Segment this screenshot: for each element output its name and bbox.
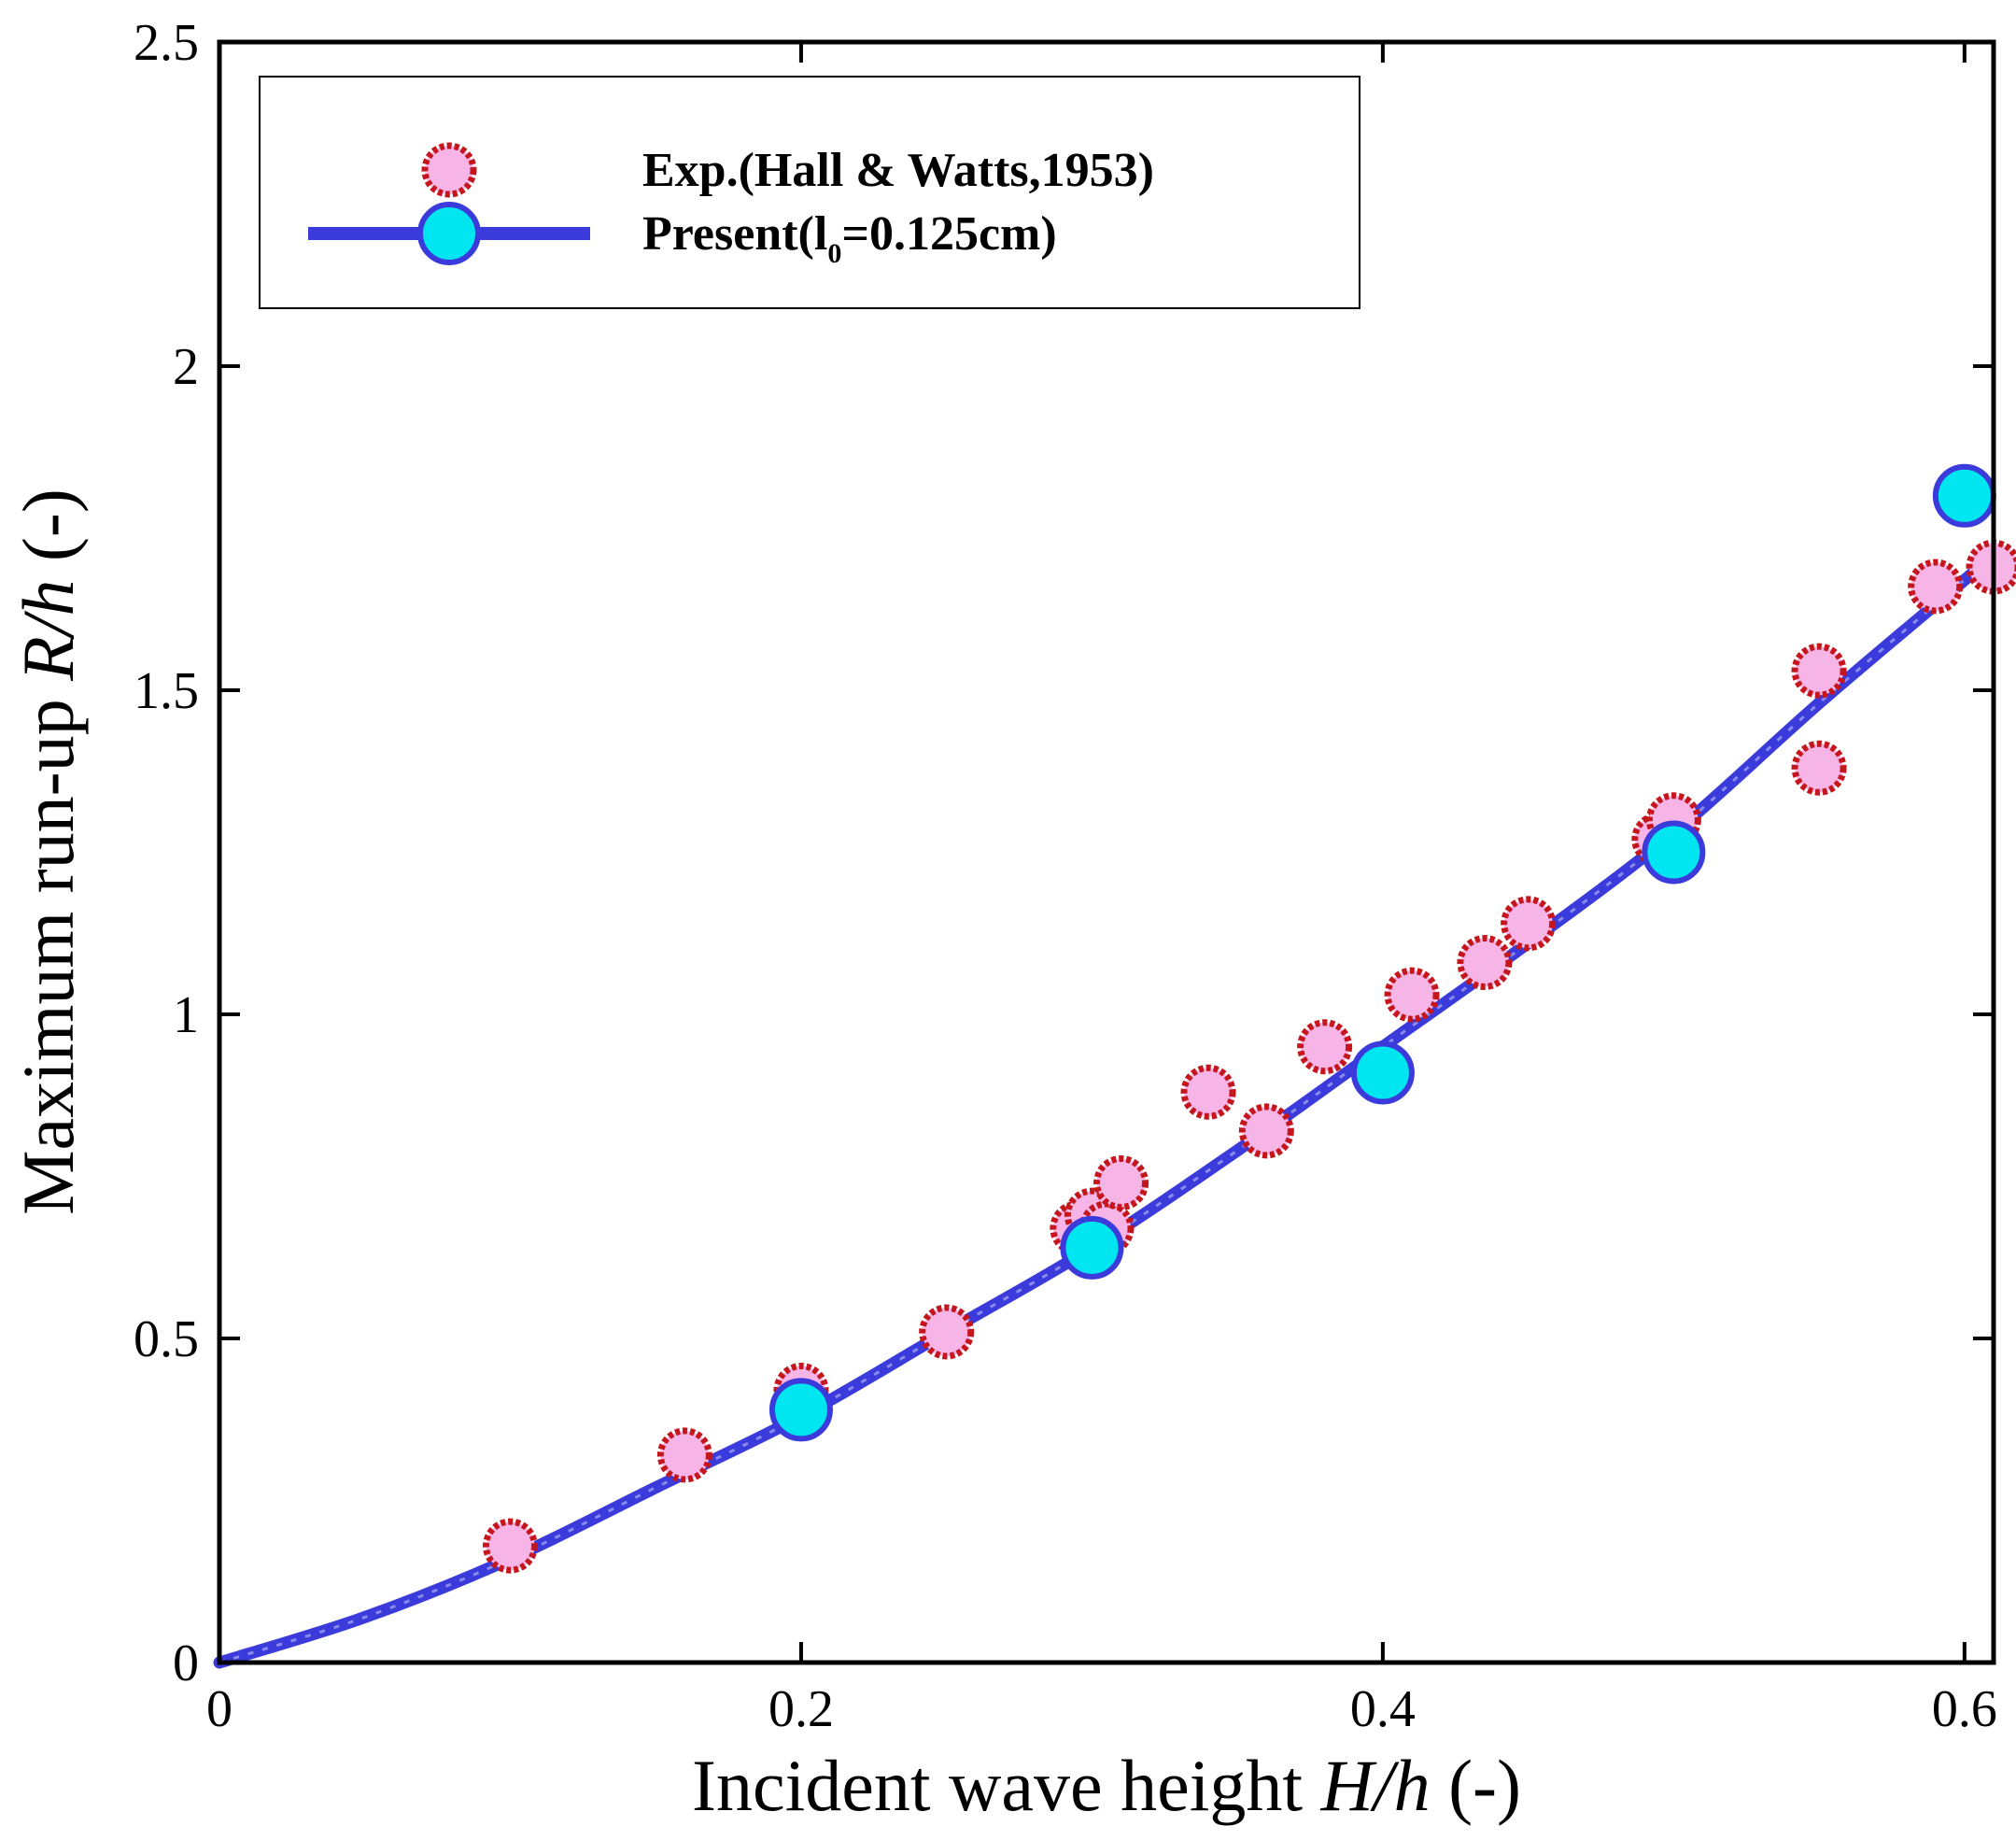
exp-point [1791, 643, 1847, 699]
present-curve-highlight [219, 553, 1995, 1664]
y-tick-label: 2.5 [134, 14, 199, 72]
y-tick-label: 0.5 [134, 1310, 199, 1368]
legend-present-label: Present(l0=0.125cm) [642, 207, 1057, 269]
y-tick-label: 2 [173, 338, 199, 396]
legend-exp-marker [421, 142, 477, 198]
legend: Exp.(Hall & Watts,1953) Present(l0=0.125… [259, 76, 1360, 309]
present-markers-layer [768, 463, 1996, 1442]
y-tick-label: 0 [173, 1635, 199, 1692]
plot-frame [217, 39, 1996, 1665]
exp-point [1180, 1064, 1236, 1120]
exp-point [1791, 740, 1847, 796]
exp-point [1501, 896, 1557, 952]
exp-point [1238, 1103, 1294, 1159]
exp-point [656, 1427, 712, 1483]
exp-point [1908, 559, 1964, 615]
exp-point [1297, 1019, 1353, 1075]
present-point [1350, 1040, 1415, 1105]
x-tick-label: 0 [206, 1680, 233, 1738]
present-point [1060, 1215, 1124, 1280]
x-tick-label: 0.6 [1932, 1680, 1997, 1738]
x-tick-label: 0.2 [768, 1680, 834, 1738]
exp-point [1384, 967, 1440, 1023]
exp-point [482, 1518, 538, 1574]
exp-point [1093, 1154, 1149, 1210]
present-curve-layer [213, 547, 2000, 1669]
axis-ticks: 0 0.2 0.4 0.6 0 0.5 1 1.5 2 2.5 [134, 14, 1997, 1738]
y-tick-label: 1 [173, 986, 199, 1044]
x-axis-title: Incident wave height H/h (-) [692, 1745, 1521, 1826]
legend-exp-label: Exp.(Hall & Watts,1953) [642, 144, 1154, 197]
y-tick-label: 1.5 [134, 662, 199, 720]
y-axis-title: Maximum run-up R/h (-) [7, 488, 89, 1215]
exp-markers-layer [482, 539, 2016, 1574]
x-tick-label: 0.4 [1350, 1680, 1416, 1738]
present-point [768, 1378, 833, 1442]
exp-point [919, 1304, 975, 1360]
exp-point [1457, 934, 1513, 990]
legend-present-marker [417, 202, 481, 265]
present-curve [213, 547, 2000, 1669]
present-point [1932, 463, 1996, 528]
present-point [1642, 820, 1706, 885]
